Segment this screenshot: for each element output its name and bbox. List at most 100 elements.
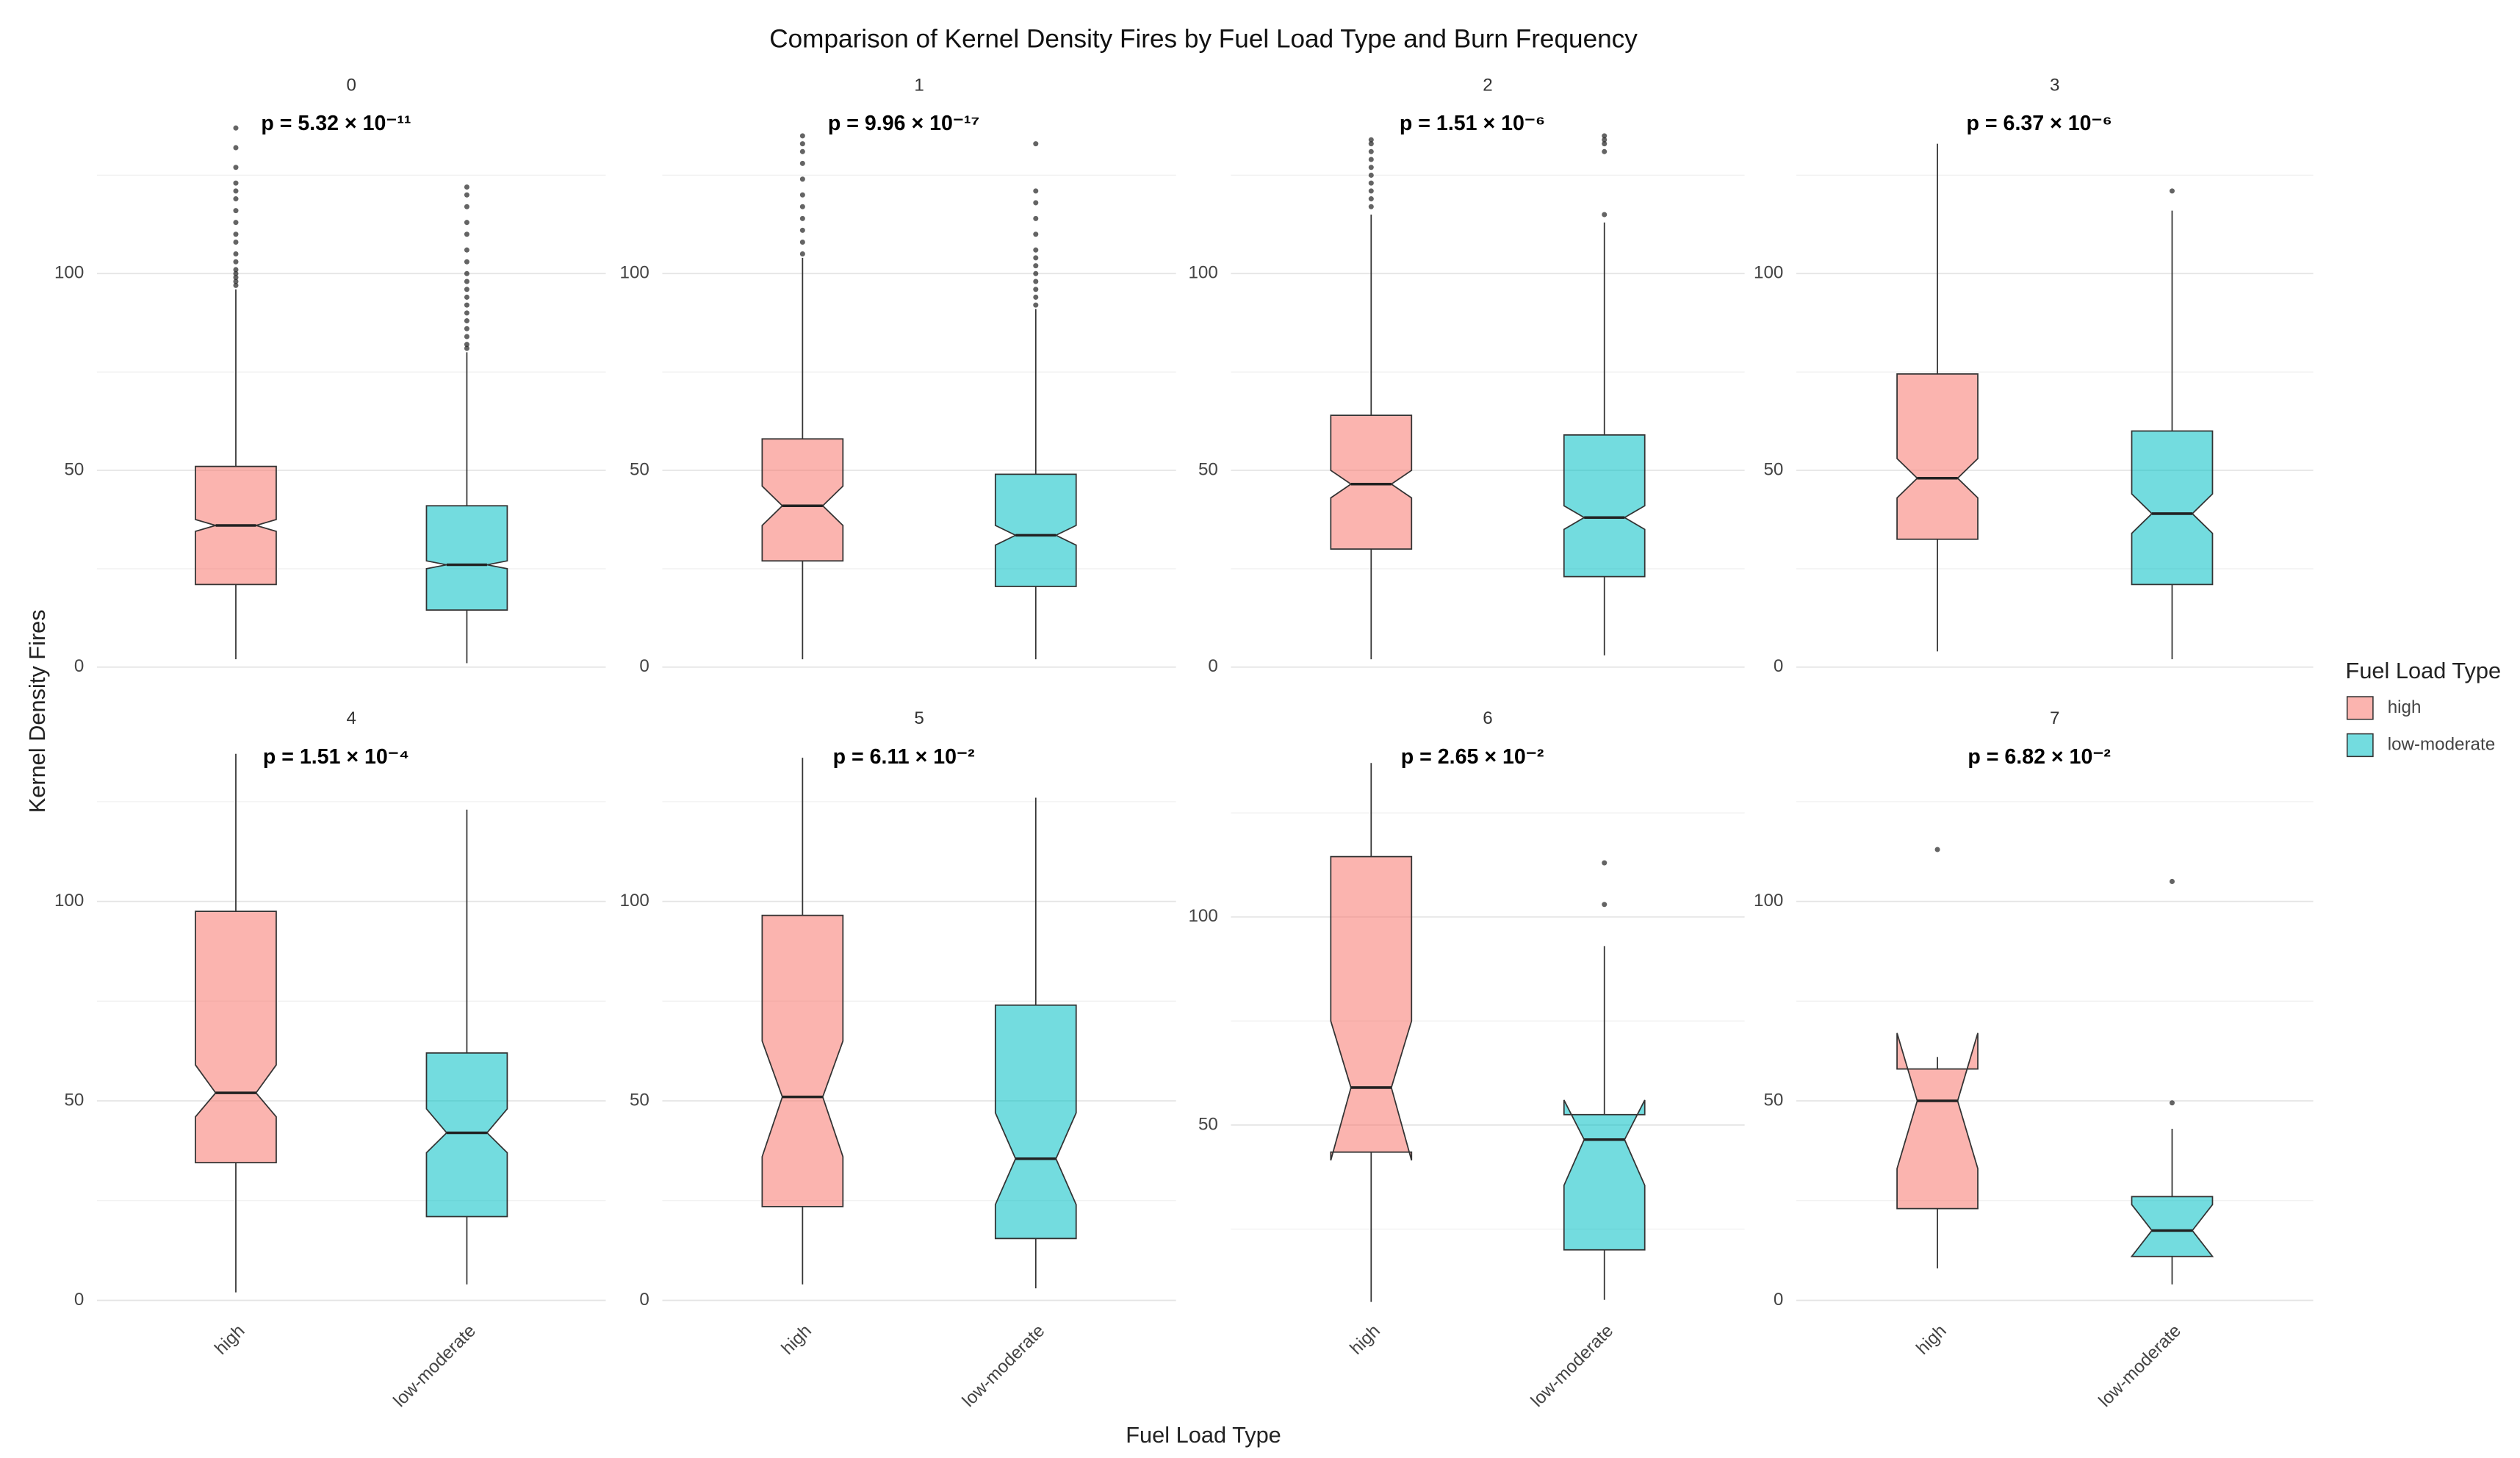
annotation: p = 1.51 × 10⁻⁴ [263, 745, 409, 769]
outlier [233, 165, 239, 170]
outlier [233, 239, 239, 245]
outlier [1368, 137, 1374, 143]
outlier [1033, 302, 1039, 308]
x-tick-label: high [211, 1321, 248, 1358]
outlier [233, 251, 239, 257]
outlier [464, 279, 469, 284]
strip-title: 1 [914, 75, 924, 95]
x-tick-label: low-moderate [959, 1321, 1049, 1411]
outlier [233, 188, 239, 194]
outlier [799, 192, 805, 198]
strip-title: 5 [914, 708, 924, 728]
outlier [233, 259, 239, 265]
y-tick-label: 100 [54, 891, 84, 911]
y-tick-label: 50 [1763, 459, 1783, 479]
outlier [1033, 287, 1039, 292]
outlier [1934, 847, 1940, 852]
outlier [1033, 270, 1039, 276]
y-tick-label: 0 [74, 656, 84, 676]
outlier [464, 302, 469, 308]
outlier [464, 184, 469, 190]
y-tick-label: 50 [630, 459, 649, 479]
outlier [464, 192, 469, 198]
outlier [1033, 188, 1039, 194]
y-tick-label: 0 [1208, 656, 1217, 676]
box [1896, 373, 1979, 540]
outlier [464, 334, 469, 340]
outlier [464, 345, 469, 351]
outlier [1602, 148, 1608, 154]
annotation: p = 6.37 × 10⁻⁶ [1967, 112, 2112, 135]
y-tick-label: 100 [54, 263, 84, 283]
annotation: p = 6.11 × 10⁻² [833, 745, 975, 769]
outlier [1033, 263, 1039, 269]
x-tick-label: low-moderate [2095, 1321, 2185, 1411]
box [761, 914, 844, 1207]
strip-title: 2 [1483, 75, 1492, 95]
outlier [1033, 141, 1039, 147]
outlier [1368, 148, 1374, 154]
outlier [464, 259, 469, 265]
outlier [1602, 212, 1608, 218]
outlier [1368, 180, 1374, 186]
y-tick-label: 100 [1754, 891, 1783, 911]
outlier [464, 204, 469, 209]
y-tick-label: 50 [64, 1090, 84, 1110]
x-tick-label: high [1346, 1321, 1383, 1358]
annotation: p = 9.96 × 10⁻¹⁷ [828, 112, 979, 135]
y-tick-label: 0 [1774, 1290, 1783, 1310]
x-tick-label: high [778, 1321, 816, 1358]
outlier [799, 148, 805, 154]
y-tick-label: 100 [620, 263, 649, 283]
box [425, 505, 508, 611]
y-tick-label: 50 [1763, 1090, 1783, 1110]
y-tick-label: 50 [64, 459, 84, 479]
outlier [233, 270, 239, 276]
outlier [1368, 172, 1374, 178]
box [761, 438, 844, 562]
annotation: p = 2.65 × 10⁻² [1401, 745, 1544, 769]
box [994, 473, 1077, 587]
outlier [233, 275, 239, 281]
outlier [1368, 204, 1374, 209]
legend-swatch [2346, 733, 2374, 758]
strip-title: 6 [1483, 708, 1492, 728]
strip-title: 3 [2050, 75, 2059, 95]
outlier [464, 247, 469, 253]
outlier [1602, 902, 1608, 908]
outlier [233, 196, 239, 202]
outlier [233, 180, 239, 186]
outlier [464, 326, 469, 331]
y-tick-label: 100 [1188, 263, 1217, 283]
box [1563, 434, 1646, 578]
outlier [464, 287, 469, 292]
outlier [464, 318, 469, 324]
outlier [1602, 141, 1608, 147]
outlier [464, 231, 469, 237]
y-tick-label: 0 [74, 1290, 84, 1310]
outlier [1033, 294, 1039, 300]
chart-title: Comparison of Kernel Density Fires by Fu… [769, 25, 1638, 54]
outlier [799, 133, 805, 139]
y-tick-label: 0 [1774, 656, 1783, 676]
outlier [1368, 188, 1374, 194]
outlier [1033, 279, 1039, 284]
outlier [799, 239, 805, 245]
x-tick-label: low-moderate [389, 1321, 480, 1411]
box [994, 1004, 1077, 1240]
box [1563, 1099, 1646, 1251]
outlier [1033, 215, 1039, 221]
legend-label: low-moderate [2388, 734, 2495, 754]
box [425, 1052, 508, 1218]
outlier [464, 310, 469, 316]
outlier [799, 160, 805, 166]
outlier [1368, 196, 1374, 202]
box [195, 911, 277, 1164]
strip-title: 4 [346, 708, 356, 728]
outlier [464, 270, 469, 276]
x-tick-label: low-moderate [1527, 1321, 1618, 1411]
outlier [1033, 231, 1039, 237]
outlier [1368, 157, 1374, 162]
box [1896, 1033, 1979, 1210]
outlier [1368, 165, 1374, 170]
